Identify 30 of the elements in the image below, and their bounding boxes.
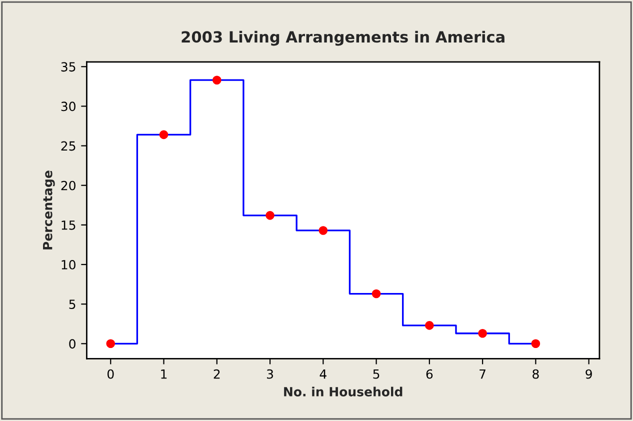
x-tick-label: 8 bbox=[532, 369, 539, 379]
y-tick-label: 0 bbox=[69, 339, 76, 349]
point bbox=[159, 130, 168, 140]
y-axis-title: Percentage bbox=[43, 170, 55, 250]
y-tick-label: 35 bbox=[61, 62, 76, 72]
point bbox=[531, 339, 540, 348]
point bbox=[425, 321, 434, 330]
x-tick-label: 9 bbox=[586, 369, 592, 379]
point bbox=[106, 339, 116, 348]
y-tick-label: 5 bbox=[69, 300, 76, 310]
x-tick-label: 3 bbox=[267, 369, 274, 379]
y-tick-label: 30 bbox=[61, 102, 76, 112]
x-tick-label: 5 bbox=[373, 369, 380, 379]
point bbox=[212, 76, 222, 84]
x-axis-title: No. in Household bbox=[284, 386, 402, 396]
y-tick-label: 20 bbox=[61, 180, 76, 190]
y-tick-label: 10 bbox=[62, 260, 76, 270]
point bbox=[372, 289, 381, 298]
x-tick-label: 1 bbox=[161, 369, 167, 379]
y-tick-label: 15 bbox=[62, 220, 76, 230]
x-tick-label: 0 bbox=[107, 369, 114, 379]
point bbox=[478, 328, 487, 338]
chart-title: 2003 Living Arrangements in America bbox=[182, 30, 504, 46]
x-tick-label: 2 bbox=[214, 369, 220, 379]
x-tick-label: 6 bbox=[426, 369, 433, 379]
y-tick-label: 25 bbox=[61, 141, 76, 151]
x-tick-label: 7 bbox=[480, 369, 486, 379]
point bbox=[318, 226, 328, 235]
x-tick-label: 4 bbox=[320, 369, 326, 379]
point bbox=[266, 211, 274, 220]
